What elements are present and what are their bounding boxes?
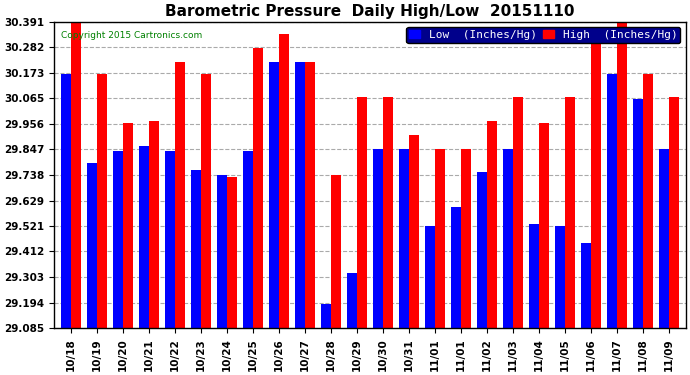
- Bar: [425, 226, 435, 328]
- Bar: [565, 97, 575, 328]
- Text: Copyright 2015 Cartronics.com: Copyright 2015 Cartronics.com: [61, 31, 202, 40]
- Bar: [487, 120, 497, 328]
- Bar: [321, 304, 331, 328]
- Bar: [217, 174, 227, 328]
- Bar: [461, 149, 471, 328]
- Bar: [513, 97, 523, 328]
- Bar: [227, 177, 237, 328]
- Bar: [669, 97, 679, 328]
- Bar: [87, 163, 97, 328]
- Bar: [383, 97, 393, 328]
- Bar: [165, 151, 175, 328]
- Bar: [607, 74, 617, 328]
- Bar: [503, 149, 513, 328]
- Bar: [253, 48, 263, 328]
- Bar: [357, 97, 367, 328]
- Bar: [435, 149, 445, 328]
- Bar: [175, 62, 185, 328]
- Bar: [201, 74, 211, 328]
- Bar: [97, 74, 107, 328]
- Bar: [591, 34, 601, 328]
- Bar: [243, 151, 253, 328]
- Bar: [61, 74, 71, 328]
- Bar: [409, 135, 419, 328]
- Bar: [279, 34, 289, 328]
- Bar: [123, 123, 133, 328]
- Bar: [451, 207, 461, 328]
- Bar: [331, 174, 341, 328]
- Bar: [269, 62, 279, 328]
- Bar: [633, 99, 643, 328]
- Bar: [139, 146, 149, 328]
- Bar: [295, 62, 305, 328]
- Legend: Low  (Inches/Hg), High  (Inches/Hg): Low (Inches/Hg), High (Inches/Hg): [406, 27, 680, 43]
- Bar: [477, 172, 487, 328]
- Bar: [399, 149, 409, 328]
- Bar: [643, 74, 653, 328]
- Bar: [71, 22, 81, 328]
- Bar: [529, 224, 539, 328]
- Bar: [555, 226, 565, 328]
- Bar: [149, 120, 159, 328]
- Bar: [617, 22, 627, 328]
- Bar: [113, 151, 123, 328]
- Bar: [539, 123, 549, 328]
- Bar: [581, 243, 591, 328]
- Bar: [659, 149, 669, 328]
- Bar: [305, 62, 315, 328]
- Bar: [373, 149, 383, 328]
- Bar: [347, 273, 357, 328]
- Title: Barometric Pressure  Daily High/Low  20151110: Barometric Pressure Daily High/Low 20151…: [166, 4, 575, 19]
- Bar: [191, 170, 201, 328]
